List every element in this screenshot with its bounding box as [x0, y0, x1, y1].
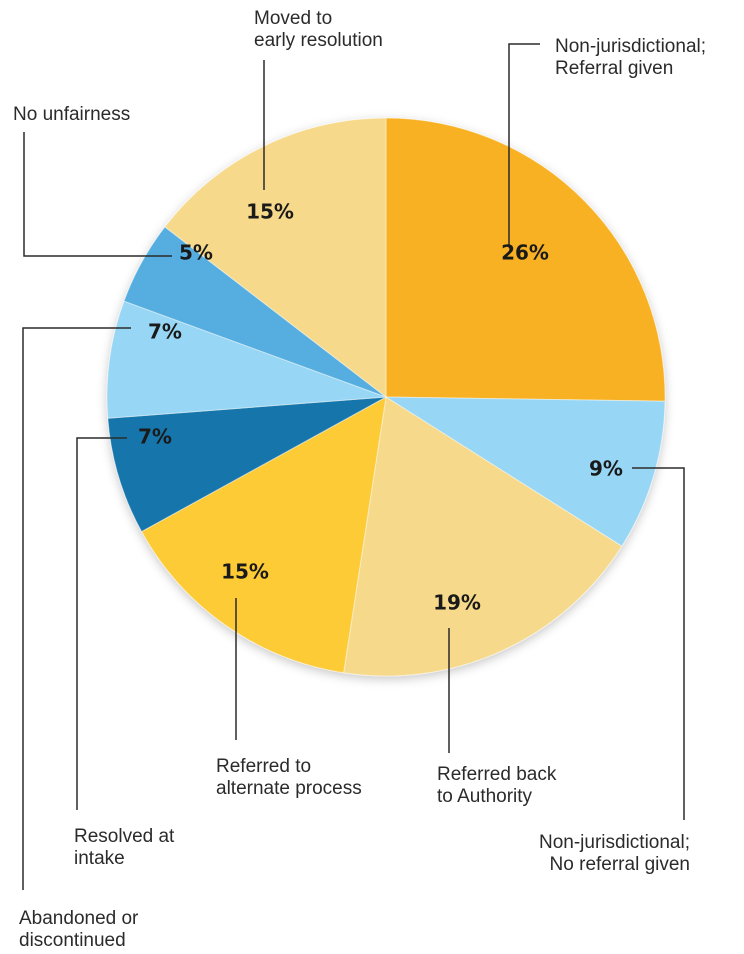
category-label-line: discontinued	[19, 930, 126, 951]
pie-slice-3	[343, 396, 623, 677]
pie-slice-8	[164, 117, 387, 399]
category-label-2: Non-jurisdictional; No referral given	[539, 832, 690, 875]
pie-slice-4	[140, 396, 387, 674]
leader-line-5	[76, 437, 127, 810]
category-label-1: Non-jurisdictional; Referral given	[555, 36, 706, 79]
category-label-line: to Authority	[437, 786, 533, 807]
category-label-line: Resolved at	[74, 826, 175, 847]
pie-slice-6	[106, 300, 387, 419]
value-labels: 26% 9% 19% 15% 7% 7% 5% 15%	[138, 200, 623, 615]
category-label-line: intake	[74, 848, 125, 869]
leader-line-7	[23, 132, 172, 257]
category-label-line: Referred back	[437, 764, 557, 785]
value-label-6: 7%	[148, 320, 182, 344]
leader-line-6	[22, 327, 131, 890]
category-label-line: Moved to	[254, 8, 332, 29]
category-label-line: Referred to	[216, 756, 311, 777]
category-label-7: No unfairness	[13, 104, 130, 125]
value-label-7: 5%	[179, 241, 213, 265]
category-label-line: Non-jurisdictional;	[555, 36, 706, 57]
category-label-line: Referral given	[555, 58, 673, 79]
category-label-line: Non-jurisdictional;	[539, 832, 690, 853]
category-label-line: early resolution	[254, 30, 383, 51]
value-label-4: 15%	[221, 560, 269, 584]
pie-slice-5	[107, 396, 387, 533]
category-label-3: Referred back to Authority	[437, 764, 557, 807]
value-label-2: 9%	[589, 457, 623, 481]
leader-line-1	[508, 43, 540, 247]
category-label-line: Abandoned or	[19, 908, 139, 929]
category-label-line: No unfairness	[13, 104, 130, 125]
leader-line-2	[632, 467, 685, 820]
category-label-4: Referred to alternate process	[216, 756, 362, 799]
leader-lines	[22, 43, 685, 890]
value-label-3: 19%	[433, 591, 481, 615]
pie-slices	[106, 117, 666, 677]
value-label-8: 15%	[246, 200, 294, 224]
category-label-6: Abandoned or discontinued	[19, 908, 139, 951]
category-label-5: Resolved at intake	[74, 826, 175, 869]
category-label-line: alternate process	[216, 778, 362, 799]
value-label-5: 7%	[138, 425, 172, 449]
category-labels: Non-jurisdictional; Referral givenNon-jur…	[13, 8, 706, 951]
value-label-1: 26%	[501, 241, 549, 265]
pie-slice-1	[385, 117, 666, 402]
pie-slice-2	[384, 396, 666, 547]
category-label-line: No referral given	[550, 854, 690, 875]
category-label-8: Moved to early resolution	[254, 8, 383, 51]
